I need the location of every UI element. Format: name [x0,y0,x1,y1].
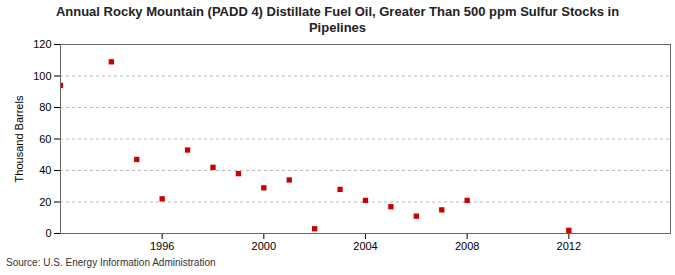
svg-text:60: 60 [39,133,51,145]
svg-text:20: 20 [39,196,51,208]
svg-text:2008: 2008 [455,240,479,252]
svg-text:120: 120 [33,38,51,50]
svg-text:Thousand Barrels: Thousand Barrels [13,95,25,182]
svg-text:0: 0 [45,227,51,239]
html-text:Source: U.S. Energy Informatio: Source: U.S. Energy Information Administ… [6,257,216,268]
html-text:Annual Rocky Mountain (PADD 4): Annual Rocky Mountain (PADD 4) Distillat… [55,4,620,35]
svg-text:1996: 1996 [150,240,174,252]
svg-text:40: 40 [39,164,51,176]
svg-text:2000: 2000 [252,240,276,252]
svg-text:2012: 2012 [557,240,581,252]
svg-text:2004: 2004 [353,240,377,252]
svg-text:80: 80 [39,101,51,113]
svg-text:100: 100 [33,70,51,82]
